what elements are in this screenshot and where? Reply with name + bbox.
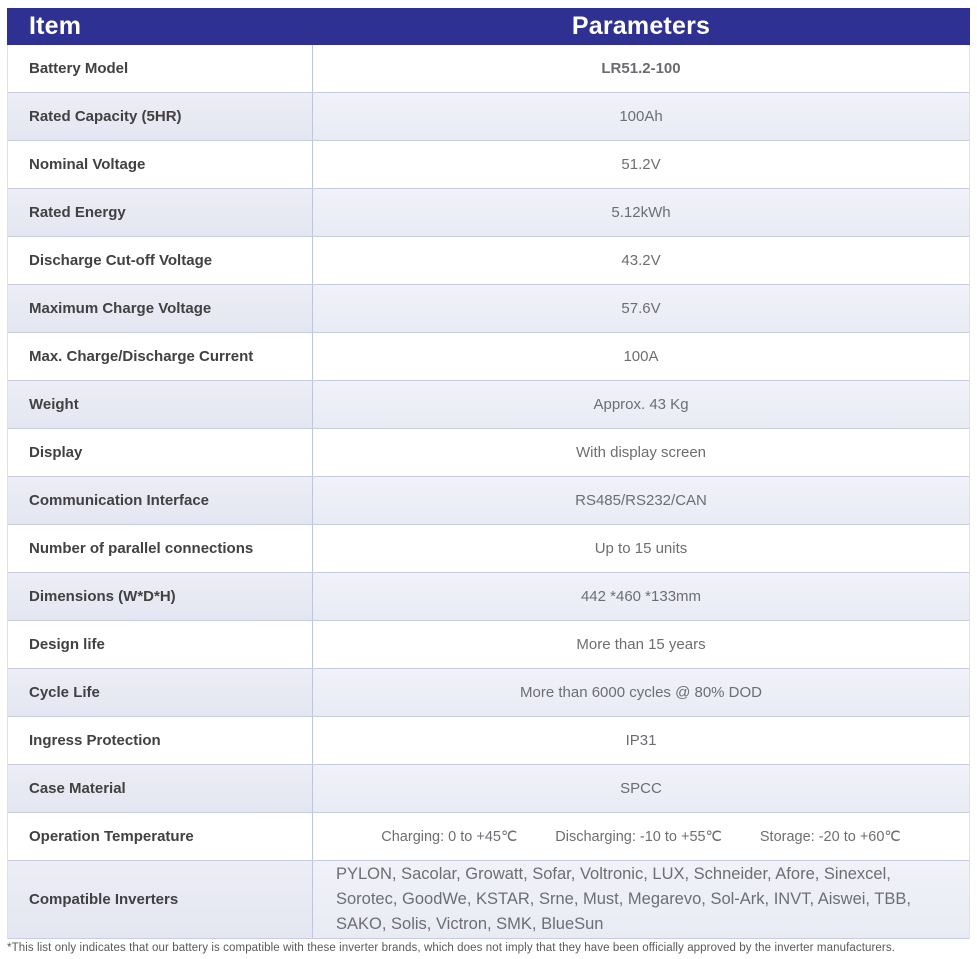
row-item-label: Number of parallel connections — [8, 525, 313, 572]
table-row-rated-energy: Rated Energy 5.12kWh — [8, 189, 969, 237]
row-item-label: Weight — [8, 381, 313, 428]
row-value: 43.2V — [621, 252, 661, 269]
row-item-label: Case Material — [8, 765, 313, 812]
charging-temp-range: Charging: 0 to +45℃ — [381, 828, 518, 845]
discharging-temp-range: Discharging: -10 to +55℃ — [555, 828, 722, 845]
row-value: Up to 15 units — [594, 540, 688, 557]
row-item-label: Communication Interface — [8, 477, 313, 524]
row-value: 5.12kWh — [611, 204, 671, 221]
row-item-label: Maximum Charge Voltage — [8, 285, 313, 332]
header-parameters-cell: Parameters — [571, 12, 711, 40]
compatibility-footnote: *This list only indicates that our batte… — [7, 942, 895, 954]
table-row-nominal-voltage: Nominal Voltage 51.2V — [8, 141, 969, 189]
row-value: IP31 — [625, 732, 657, 749]
row-value: 51.2V — [621, 156, 661, 173]
row-value: LR51.2-100 — [601, 60, 681, 77]
row-value: Approx. 43 Kg — [593, 396, 689, 413]
row-item-label: Dimensions (W*D*H) — [8, 573, 313, 620]
table-row-communication-interface: Communication Interface RS485/RS232/CAN — [8, 477, 969, 525]
table-row-max-current: Max. Charge/Discharge Current 100A — [8, 333, 969, 381]
row-value: 100A — [623, 348, 659, 365]
row-item-label: Nominal Voltage — [8, 141, 313, 188]
row-item-label: Cycle Life — [8, 669, 313, 716]
header-item-cell: Item — [29, 12, 82, 40]
row-item-label: Display — [8, 429, 313, 476]
row-item-label: Ingress Protection — [8, 717, 313, 764]
table-row-max-charge-voltage: Maximum Charge Voltage 57.6V — [8, 285, 969, 333]
row-value: With display screen — [575, 444, 707, 461]
row-value: RS485/RS232/CAN — [575, 492, 707, 509]
row-item-label: Discharge Cut-off Voltage — [8, 237, 313, 284]
table-body: Battery Model LR51.2-100 Rated Capacity … — [7, 45, 970, 939]
table-row-display: Display With display screen — [8, 429, 969, 477]
row-value: More than 15 years — [576, 636, 706, 653]
storage-temp-range: Storage: -20 to +60℃ — [759, 828, 901, 845]
table-row-case-material: Case Material SPCC — [8, 765, 969, 813]
table-row-compatible-inverters: Compatible Inverters PYLON, Sacolar, Gro… — [8, 861, 969, 939]
row-item-label: Battery Model — [8, 45, 313, 92]
row-value-inverter-brands: PYLON, Sacolar, Growatt, Sofar, Voltroni… — [336, 865, 911, 933]
table-row-rated-capacity: Rated Capacity (5HR) 100Ah — [8, 93, 969, 141]
table-row-weight: Weight Approx. 43 Kg — [8, 381, 969, 429]
table-header-row: Item Parameters — [7, 8, 970, 45]
row-value: SPCC — [620, 780, 662, 797]
row-item-label: Rated Energy — [8, 189, 313, 236]
table-row-operation-temperature: Operation Temperature Charging: 0 to +45… — [8, 813, 969, 861]
table-row-dimensions: Dimensions (W*D*H) 442 *460 *133mm — [8, 573, 969, 621]
table-row-discharge-cutoff-voltage: Discharge Cut-off Voltage 43.2V — [8, 237, 969, 285]
row-value: 100Ah — [619, 108, 663, 125]
row-item-label: Max. Charge/Discharge Current — [8, 333, 313, 380]
row-item-label: Compatible Inverters — [8, 861, 313, 938]
table-row-battery-model: Battery Model LR51.2-100 — [8, 45, 969, 93]
row-value: More than 6000 cycles @ 80% DOD — [520, 684, 762, 701]
row-value-temperature-ranges: Charging: 0 to +45℃ Discharging: -10 to … — [313, 813, 969, 860]
table-row-ingress-protection: Ingress Protection IP31 — [8, 717, 969, 765]
battery-spec-table: Item Parameters Battery Model LR51.2-100… — [7, 8, 970, 939]
row-value: 57.6V — [621, 300, 661, 317]
row-item-label: Design life — [8, 621, 313, 668]
table-row-cycle-life: Cycle Life More than 6000 cycles @ 80% D… — [8, 669, 969, 717]
row-value: 442 *460 *133mm — [580, 588, 702, 605]
row-item-label: Rated Capacity (5HR) — [8, 93, 313, 140]
table-row-design-life: Design life More than 15 years — [8, 621, 969, 669]
table-row-parallel-connections: Number of parallel connections Up to 15 … — [8, 525, 969, 573]
row-item-label: Operation Temperature — [8, 813, 313, 860]
